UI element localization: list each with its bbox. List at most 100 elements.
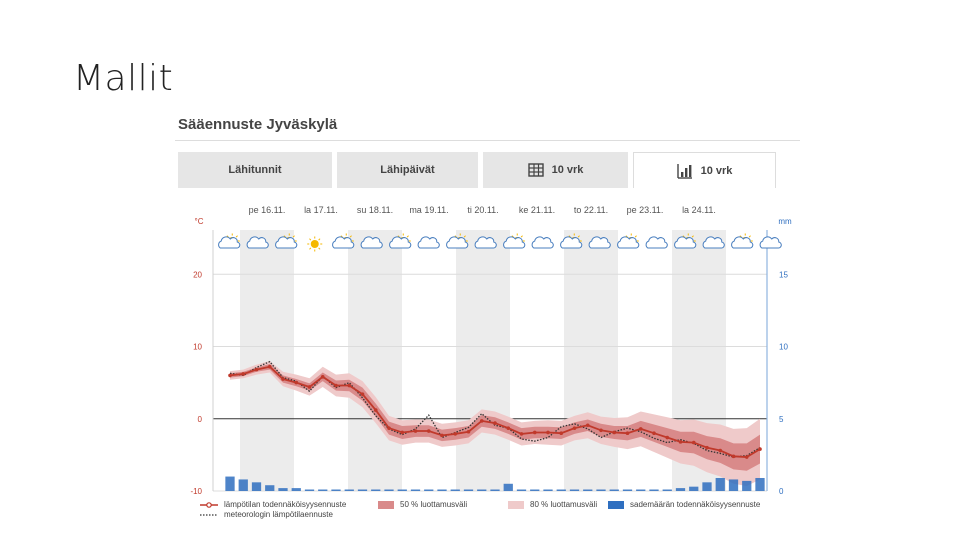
temp-point <box>347 383 352 388</box>
sun-ray <box>292 235 295 238</box>
temp-point <box>267 364 272 369</box>
sun-ray <box>406 235 409 238</box>
legend-temp-prob: lämpötilan todennäköisyysennuste <box>200 500 346 509</box>
precip-bar <box>291 488 301 491</box>
legend-band80: 80 % luottamusväli <box>508 500 597 509</box>
temp-point <box>307 385 312 389</box>
legend-swatch <box>378 500 394 509</box>
meteorologist-line <box>229 360 761 458</box>
temp-point <box>294 380 299 385</box>
left-axis-unit: °C <box>195 217 204 226</box>
sun-ray <box>748 235 751 238</box>
bar-chart-icon <box>676 163 692 179</box>
day-label: pe 23.11. <box>627 205 664 215</box>
divider <box>175 140 800 141</box>
temp-point <box>281 377 285 381</box>
legend-label: 50 % luottamusväli <box>400 500 468 509</box>
temp-point <box>585 423 590 428</box>
day-shade <box>456 230 510 491</box>
sun-ray <box>634 235 637 238</box>
cloud-icon <box>645 236 668 249</box>
cloud-icon <box>588 236 611 249</box>
cloud-icon <box>759 236 782 249</box>
precip-bar <box>636 489 646 491</box>
precip-bar <box>397 489 407 491</box>
legend-band50: 50 % luottamusväli <box>378 500 467 509</box>
precip-bar <box>715 477 725 491</box>
day-shade <box>240 230 294 491</box>
right-tick-label: 5 <box>779 415 784 424</box>
temp-point <box>228 373 232 378</box>
temp-point <box>254 367 259 372</box>
day-label: to 22.11. <box>574 205 608 215</box>
precip-bar <box>596 489 606 491</box>
temp-point <box>559 431 564 435</box>
right-tick-label: 0 <box>779 487 784 496</box>
tab-10vrk-chart[interactable]: 10 vrk <box>633 152 776 188</box>
temp-point <box>241 372 246 376</box>
tab-lahitunnit[interactable]: Lähitunnit <box>178 152 332 188</box>
sun-ray <box>691 235 694 238</box>
temp-point <box>652 431 656 435</box>
left-tick-label: 20 <box>193 270 202 279</box>
precip-bar <box>490 489 500 491</box>
cloud-icon <box>702 236 725 249</box>
precip-bar <box>503 483 513 491</box>
temp-point <box>731 454 736 459</box>
sun-ray <box>309 247 312 250</box>
precip-bar <box>728 479 739 491</box>
tab-label: Lähipäivät <box>380 164 435 176</box>
temp-point <box>612 430 617 435</box>
temp-point <box>493 421 497 425</box>
sun-ray <box>318 247 321 250</box>
tab-label: 10 vrk <box>551 164 584 176</box>
day-shade <box>348 230 402 491</box>
sun-ray <box>577 235 580 238</box>
precip-bar <box>357 489 368 491</box>
cloud-icon <box>560 236 583 249</box>
precip-bar <box>689 486 699 491</box>
precip-bar <box>556 489 566 491</box>
legend-dotted-line-icon <box>200 513 218 516</box>
tab-label: Lähitunnit <box>228 164 282 176</box>
temp-point <box>678 440 683 444</box>
temp-point <box>506 426 511 430</box>
temp-point <box>691 440 696 445</box>
temp-point <box>744 455 749 459</box>
temp-point <box>625 431 630 435</box>
band-50 <box>230 363 760 471</box>
precip-bar <box>424 489 434 491</box>
cloud-icon <box>360 236 383 249</box>
precip-bar <box>225 476 235 491</box>
tab-10vrk-table[interactable]: 10 vrk <box>483 152 628 188</box>
legend-label: sademäärän todennäköisyysennuste <box>630 500 761 509</box>
cloud-icon <box>531 236 554 249</box>
temp-point <box>718 448 723 453</box>
precip-bar <box>702 482 712 491</box>
cloud-icon <box>474 236 497 249</box>
temp-point <box>758 447 762 451</box>
precip-bar <box>278 488 288 491</box>
cloud-icon <box>389 236 412 249</box>
right-tick-label: 15 <box>779 270 788 279</box>
temp-point <box>519 432 524 436</box>
temp-point <box>334 383 338 388</box>
sun-ray <box>463 235 466 238</box>
temp-point <box>360 392 365 396</box>
precip-bar <box>318 489 328 491</box>
day-label: la 17.11. <box>304 205 338 215</box>
temp-point <box>532 430 537 435</box>
left-tick-label: 0 <box>198 415 203 424</box>
precip-bar <box>649 489 659 491</box>
day-shade <box>564 230 618 491</box>
precip-bar <box>344 489 354 491</box>
tab-lahipaivat[interactable]: Lähipäivät <box>337 152 478 188</box>
precip-bar <box>622 489 633 491</box>
temp-point <box>440 433 444 438</box>
precip-bar <box>463 489 474 491</box>
day-label: pe 16.11. <box>249 205 286 215</box>
cloud-icon <box>617 236 640 249</box>
precip-bar <box>516 489 527 491</box>
precip-bar <box>450 489 460 491</box>
day-label: ke 21.11. <box>519 205 555 215</box>
